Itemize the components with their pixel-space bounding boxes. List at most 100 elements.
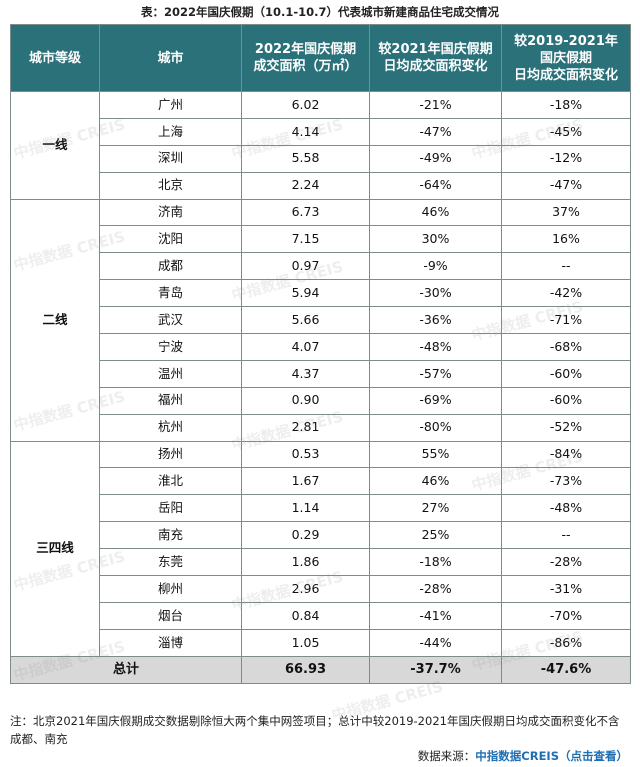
cell-vs2019: -42% <box>501 279 631 308</box>
data-table: 城市等级 城市 2022年国庆假期 成交面积（万㎡） 较2021年国庆假期 日均… <box>10 24 631 684</box>
cell-area: 5.66 <box>241 306 370 335</box>
cell-vs2021: -69% <box>369 386 502 415</box>
cell-city: 南充 <box>99 521 242 550</box>
cell-vs2021: -47% <box>369 117 502 146</box>
total-vs2021: -37.7% <box>369 655 502 684</box>
cell-city: 上海 <box>99 117 242 146</box>
cell-city: 东莞 <box>99 548 242 577</box>
cell-vs2021: -80% <box>369 413 502 442</box>
cell-city: 深圳 <box>99 144 242 173</box>
tier-label: 三四线 <box>10 440 100 657</box>
cell-area: 0.90 <box>241 386 370 415</box>
source-prefix: 数据来源： <box>417 749 476 763</box>
cell-vs2019: -86% <box>501 628 631 657</box>
data-source: 数据来源：中指数据CREIS（点击查看） <box>418 748 628 764</box>
cell-vs2021: -64% <box>369 171 502 200</box>
cell-area: 7.15 <box>241 225 370 254</box>
table-row: 福州 0.90 -69% -60% <box>11 386 631 415</box>
cell-vs2019: -31% <box>501 575 631 603</box>
header-city: 城市 <box>99 24 242 92</box>
table-row: 温州 4.37 -57% -60% <box>11 359 631 388</box>
cell-vs2021: -36% <box>369 306 502 335</box>
table-row: 岳阳 1.14 27% -48% <box>11 494 631 523</box>
cell-vs2021: -9% <box>369 252 502 281</box>
cell-city: 成都 <box>99 252 242 281</box>
total-vs2019: -47.6% <box>501 655 631 684</box>
cell-city: 武汉 <box>99 306 242 335</box>
source-brand: 中指数据CREIS <box>475 749 559 763</box>
cell-area: 0.53 <box>241 440 370 469</box>
cell-city: 柳州 <box>99 575 242 603</box>
cell-city: 岳阳 <box>99 494 242 523</box>
cell-vs2019: -- <box>501 252 631 281</box>
cell-vs2021: 25% <box>369 521 502 550</box>
cell-vs2021: -28% <box>369 575 502 603</box>
header-vs2019: 较2019-2021年 国庆假期 日均成交面积变化 <box>501 24 631 92</box>
cell-area: 5.58 <box>241 144 370 173</box>
cell-area: 6.02 <box>241 91 370 119</box>
cell-vs2019: 37% <box>501 198 631 227</box>
table-row: 东莞 1.86 -18% -28% <box>11 548 631 577</box>
table-row: 淄博 1.05 -44% -86% <box>11 628 631 657</box>
table-row: 淮北 1.67 46% -73% <box>11 467 631 496</box>
cell-vs2021: 46% <box>369 467 502 496</box>
cell-area: 1.86 <box>241 548 370 577</box>
table-row: 柳州 2.96 -28% -31% <box>11 575 631 603</box>
table-row: 宁波 4.07 -48% -68% <box>11 333 631 361</box>
cell-area: 1.67 <box>241 467 370 496</box>
cell-area: 5.94 <box>241 279 370 308</box>
cell-city: 青岛 <box>99 279 242 308</box>
cell-area: 0.29 <box>241 521 370 550</box>
cell-area: 4.07 <box>241 333 370 361</box>
cell-city: 杭州 <box>99 413 242 442</box>
cell-vs2021: -57% <box>369 359 502 388</box>
cell-vs2019: -28% <box>501 548 631 577</box>
cell-vs2021: -18% <box>369 548 502 577</box>
cell-city: 淄博 <box>99 628 242 657</box>
cell-vs2019: -52% <box>501 413 631 442</box>
cell-area: 1.14 <box>241 494 370 523</box>
source-link[interactable]: （点击查看） <box>559 749 628 763</box>
cell-area: 1.05 <box>241 628 370 657</box>
table-row: 武汉 5.66 -36% -71% <box>11 306 631 335</box>
table-row: 北京 2.24 -64% -47% <box>11 171 631 200</box>
total-row: 总计 66.93 -37.7% -47.6% <box>10 655 631 684</box>
table-row: 成都 0.97 -9% -- <box>11 252 631 281</box>
cell-vs2021: 30% <box>369 225 502 254</box>
total-label: 总计 <box>10 655 242 684</box>
cell-vs2019: -18% <box>501 91 631 119</box>
cell-vs2021: 46% <box>369 198 502 227</box>
cell-area: 6.73 <box>241 198 370 227</box>
cell-vs2019: 16% <box>501 225 631 254</box>
cell-city: 淮北 <box>99 467 242 496</box>
tier-label: 二线 <box>10 198 100 442</box>
table-row: 深圳 5.58 -49% -12% <box>11 144 631 173</box>
cell-city: 温州 <box>99 359 242 388</box>
cell-city: 福州 <box>99 386 242 415</box>
cell-vs2019: -70% <box>501 601 631 630</box>
cell-vs2019: -71% <box>501 306 631 335</box>
cell-area: 2.96 <box>241 575 370 603</box>
cell-city: 沈阳 <box>99 225 242 254</box>
cell-vs2019: -68% <box>501 333 631 361</box>
cell-vs2021: -21% <box>369 91 502 119</box>
cell-city: 烟台 <box>99 601 242 630</box>
table-row: 南充 0.29 25% -- <box>11 521 631 550</box>
cell-vs2021: -41% <box>369 601 502 630</box>
tier-label: 一线 <box>10 91 100 200</box>
table-row: 杭州 2.81 -80% -52% <box>11 413 631 442</box>
cell-city: 北京 <box>99 171 242 200</box>
cell-vs2021: -49% <box>369 144 502 173</box>
cell-vs2019: -84% <box>501 440 631 469</box>
table-row: 一线 广州 6.02 -21% -18% <box>10 91 631 200</box>
cell-area: 0.84 <box>241 601 370 630</box>
header-vs2021: 较2021年国庆假期 日均成交面积变化 <box>369 24 502 92</box>
cell-area: 0.97 <box>241 252 370 281</box>
cell-vs2019: -47% <box>501 171 631 200</box>
cell-vs2021: -48% <box>369 333 502 361</box>
cell-vs2019: -- <box>501 521 631 550</box>
cell-area: 2.24 <box>241 171 370 200</box>
total-area: 66.93 <box>241 655 370 684</box>
table-row: 烟台 0.84 -41% -70% <box>11 601 631 630</box>
header-tier: 城市等级 <box>10 24 100 92</box>
